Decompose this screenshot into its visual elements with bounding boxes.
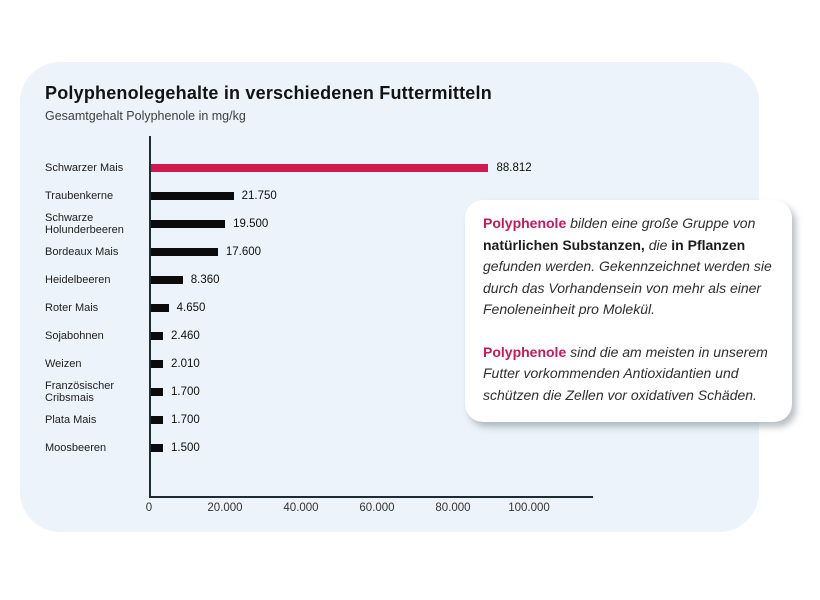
value-label: 2.460: [171, 330, 200, 342]
info-text-segment: in Pflanzen: [671, 236, 746, 253]
category-label: Heidelbeeren: [45, 273, 111, 286]
x-axis-ticks: 0 20.000 40.000 60.000 80.000 100.000: [145, 502, 593, 520]
chart-row: Plata Mais 1.700: [45, 406, 593, 434]
chart-row: Heidelbeeren 8.360: [45, 266, 593, 294]
y-axis-line: [149, 136, 151, 498]
value-label: 88.812: [496, 162, 532, 174]
bar: [151, 304, 169, 312]
value-label: 17.600: [225, 246, 262, 258]
bar: [151, 388, 163, 396]
bar-track: 21.750: [149, 182, 593, 210]
bar: [151, 192, 234, 200]
value-label: 8.360: [190, 274, 220, 286]
value-label: 1.500: [171, 442, 200, 454]
chart-row: Sojabohnen 2.460: [45, 322, 593, 350]
x-tick-label: 40.000: [283, 502, 319, 514]
page-title: Polyphenolegehalte in verschiedenen Futt…: [45, 83, 492, 103]
category-label: Schwarzer Mais: [45, 161, 124, 174]
info-text-segment: bilden eine große Gruppe von: [566, 215, 756, 231]
value-label: 1.700: [171, 414, 200, 426]
bar: [151, 248, 218, 256]
category-label: Bordeaux Mais: [45, 245, 119, 258]
chart-plot-area: Schwarzer Mais 88.812 Traubenkerne 21.750 Sc…: [45, 136, 593, 498]
chart-row: Weizen 2.010: [45, 350, 593, 378]
info-paragraph: Polyphenole bilden eine große Gruppe von…: [483, 213, 774, 321]
category-label: Plata Mais: [45, 413, 97, 426]
bar-track: 2.460: [149, 322, 593, 350]
bar: [151, 444, 163, 452]
x-tick-label: 80.000: [435, 502, 471, 514]
value-label: 21.750: [241, 190, 277, 202]
info-text-segment: Polyphenole: [483, 215, 567, 231]
bar-track: 4.650: [149, 294, 593, 322]
x-tick-label: 60.000: [359, 502, 395, 514]
x-axis-line: [149, 496, 593, 498]
category-label: Roter Mais: [45, 301, 99, 314]
chart-row: Roter Mais 4.650: [45, 294, 593, 322]
chart-row: Französischer Cribsmais 1.700: [45, 378, 593, 406]
value-label: 1.700: [171, 386, 200, 398]
bar-track: 19.500: [149, 210, 593, 238]
info-text-segment: Polyphenole: [483, 343, 567, 360]
bar: [151, 416, 163, 424]
x-tick-label: 0: [145, 502, 153, 514]
bar-track: 88.812: [149, 154, 593, 182]
chart-row: Moosbeeren 1.500: [45, 434, 593, 462]
category-label: Französischer Cribsmais: [45, 379, 115, 404]
bar-track: 2.010: [149, 350, 593, 378]
info-paragraph: Polyphenole sind die am meisten in unser…: [483, 342, 774, 407]
category-label: Sojabohnen: [45, 329, 104, 342]
bar: [151, 332, 163, 340]
value-label: 2.010: [171, 358, 200, 370]
category-label: Schwarze Holunderbeeren: [45, 211, 124, 236]
x-tick-label: 20.000: [207, 502, 243, 514]
category-label: Weizen: [45, 357, 82, 370]
bar: [151, 220, 226, 228]
value-label: 4.650: [176, 302, 206, 314]
chart-row: Traubenkerne 21.750: [45, 182, 593, 210]
bar-track: 17.600: [149, 238, 593, 266]
bar: [151, 164, 489, 172]
chart-subtitle: Gesamtgehalt Polyphenole in mg/kg: [45, 109, 246, 123]
chart-row: Bordeaux Mais 17.600: [45, 238, 593, 266]
bar-chart: Schwarzer Mais 88.812 Traubenkerne 21.750 Sc…: [45, 136, 593, 520]
category-label: Traubenkerne: [45, 189, 114, 202]
info-text-segment: sind die am meisten in unserem Futter vo…: [483, 343, 768, 403]
bar: [151, 276, 183, 284]
bar-track: 1.700: [149, 406, 593, 434]
bar-track: 1.700: [149, 378, 593, 406]
chart-row: Schwarzer Mais 88.812: [45, 154, 593, 182]
bar-track: 8.360: [149, 266, 593, 294]
info-box: Polyphenole bilden eine große Gruppe von…: [465, 200, 792, 422]
chart-row: Schwarze Holunderbeeren 19.500: [45, 210, 593, 238]
x-tick-label: 100.000: [508, 502, 550, 514]
category-label: Moosbeeren: [45, 441, 107, 454]
bar: [151, 360, 163, 368]
info-text-segment: gefunden werden. Gekennzeichnet werden s…: [483, 258, 772, 317]
bar-track: 1.500: [149, 434, 593, 462]
info-text-segment: die: [644, 236, 672, 253]
value-label: 19.500: [233, 218, 269, 230]
info-text-segment: natürlichen Substanzen,: [483, 236, 645, 253]
